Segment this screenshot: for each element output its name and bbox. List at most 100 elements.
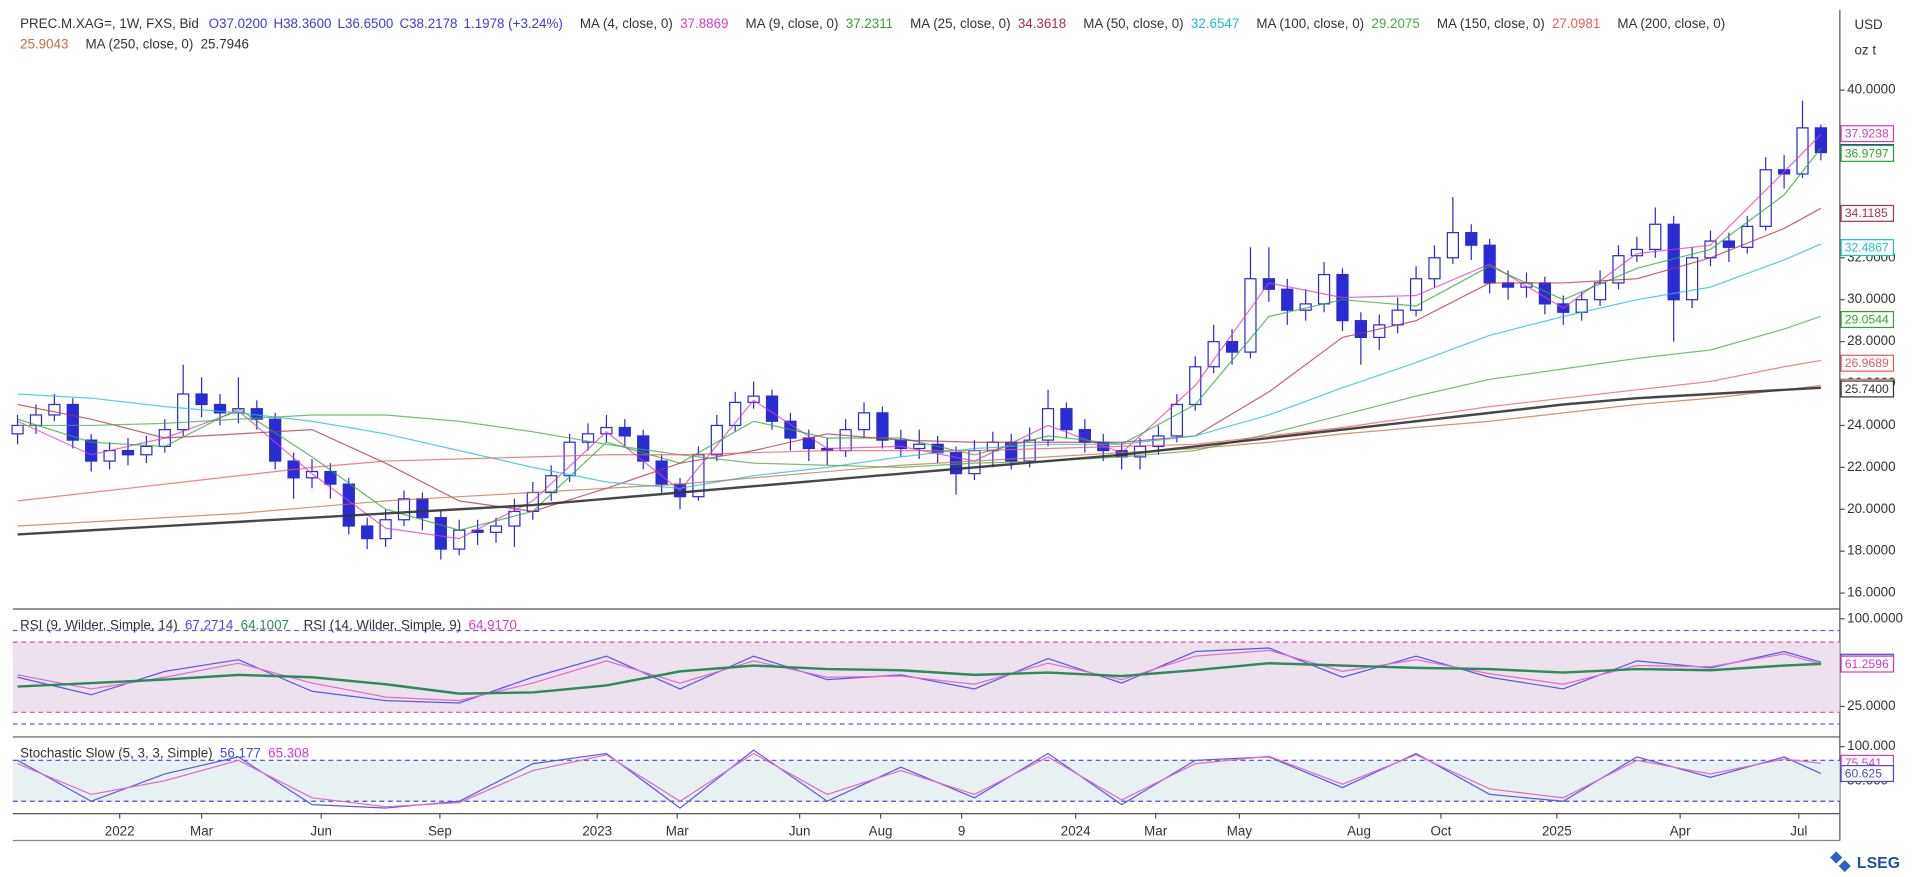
- price-tag-box: [1840, 204, 1895, 222]
- legend-entry: MA (4, close, 0): [580, 16, 673, 31]
- price-tag-label: 36.9797: [1845, 146, 1889, 160]
- indicator-tag-box: [1840, 765, 1895, 783]
- candle-body: [121, 449, 135, 456]
- moving-average-line: [17, 207, 1822, 512]
- candle-body: [1722, 240, 1736, 248]
- candle-body: [1041, 408, 1055, 441]
- candle-body: [949, 452, 963, 475]
- legend-entry: MA (100, close, 0): [1256, 16, 1364, 31]
- candle-body: [361, 525, 374, 540]
- candle-body: [1649, 223, 1662, 251]
- x-tick-label: 9: [958, 823, 965, 838]
- candle-body: [581, 433, 595, 443]
- candle-body: [103, 449, 116, 462]
- candle-body: [177, 393, 190, 431]
- candle-body: [1612, 255, 1625, 284]
- candle-body: [305, 470, 319, 479]
- candle-body: [508, 510, 521, 527]
- candle-body: [857, 412, 871, 431]
- candle-body: [324, 470, 337, 485]
- ohlc-readout: H38.3600: [273, 16, 331, 31]
- x-tick-label: Jun: [789, 823, 811, 838]
- candle-body: [1741, 225, 1754, 248]
- legend-value: 27.0981: [1552, 16, 1600, 31]
- candle-body: [416, 498, 429, 519]
- candle-body: [489, 525, 503, 533]
- candle-body: [913, 443, 926, 450]
- candle-body: [1465, 232, 1478, 246]
- x-tick-label: 2023: [582, 823, 612, 838]
- candle-body: [66, 403, 79, 441]
- indicator-name: RSI (14, Wilder, Simple, 9): [304, 618, 462, 633]
- x-tick-label: 2022: [105, 823, 135, 838]
- candle-body: [655, 460, 668, 485]
- x-tick-label: Mar: [190, 823, 214, 838]
- indicator-line: [17, 647, 1822, 704]
- y-tick-label: 100.0000: [1847, 610, 1903, 625]
- brand-name: LSEG: [1857, 855, 1900, 872]
- candle-body: [1225, 341, 1239, 353]
- price-tag-box: [1840, 310, 1895, 329]
- candle-body: [1354, 320, 1367, 339]
- x-tick-label: Jul: [1790, 823, 1807, 838]
- candle-body: [600, 426, 613, 435]
- moving-average-line: [17, 384, 1821, 527]
- candle-body: [729, 401, 742, 427]
- indicator-line: [17, 649, 1822, 702]
- price-tag-box: [1840, 144, 1895, 162]
- candle-body: [710, 424, 723, 456]
- indicator-value: 64.1007: [241, 618, 289, 633]
- candle-body: [1446, 232, 1460, 259]
- legend-entry: MA (250, close, 0): [86, 37, 194, 52]
- price-tag-box: [1840, 239, 1895, 257]
- moving-average-line: [17, 243, 1822, 489]
- legend-value: 37.2311: [846, 16, 893, 31]
- x-tick-label: Jun: [310, 823, 332, 838]
- y-tick-label: 24.0000: [1847, 417, 1895, 432]
- candle-body: [434, 517, 447, 550]
- candle-body: [1391, 309, 1404, 326]
- y-tick-label: 28.0000: [1847, 333, 1895, 348]
- x-tick-label: Mar: [666, 823, 690, 838]
- candle-body: [1317, 273, 1331, 305]
- candle-body: [1759, 169, 1772, 227]
- moving-average-line: [17, 359, 1822, 502]
- x-tick-label: Mar: [1144, 823, 1168, 838]
- ohlc-readout: O37.0200: [209, 16, 268, 31]
- candle-body: [1373, 324, 1386, 339]
- x-tick-label: 2024: [1061, 823, 1091, 838]
- moving-average-line: [17, 386, 1821, 536]
- x-tick-label: Oct: [1431, 823, 1452, 838]
- candle-body: [1796, 127, 1809, 175]
- price-tag-box: [1840, 354, 1895, 372]
- price-tag-label: 26.9689: [1845, 356, 1889, 370]
- indicator-tag-label: 61.2596: [1845, 657, 1889, 671]
- price-tag-box: [1840, 380, 1895, 398]
- candle-body: [1207, 341, 1220, 368]
- candle-body: [618, 426, 631, 437]
- x-tick-label: May: [1227, 823, 1253, 838]
- price-tag-label: 37.9238: [1845, 126, 1889, 140]
- candle-body: [11, 424, 24, 435]
- x-tick-label: Aug: [869, 823, 893, 838]
- legend-value: 37.8869: [680, 16, 728, 31]
- candle-body: [85, 439, 98, 462]
- candle-body: [1685, 257, 1699, 301]
- indicator-line: [17, 661, 1821, 695]
- y-tick-label: 16.0000: [1847, 585, 1895, 600]
- x-tick-label: 2025: [1542, 823, 1572, 838]
- y-tick-label: 40.0000: [1847, 82, 1895, 97]
- ohlc-readout: C38.2178: [399, 16, 457, 31]
- candle-body: [1428, 257, 1441, 280]
- candle-body: [876, 412, 889, 441]
- candle-body: [1667, 223, 1680, 301]
- price-tag-label: 25.7400: [1845, 382, 1889, 396]
- indicator-line: [17, 752, 1821, 808]
- price-tag-label: 29.0544: [1845, 312, 1889, 326]
- indicator-value: 65.308: [268, 746, 309, 761]
- indicator-tag-label: 60.625: [1845, 766, 1882, 780]
- y-tick-label: 22.0000: [1847, 459, 1895, 474]
- candle-body: [1170, 403, 1183, 437]
- candle-body: [213, 403, 227, 414]
- level-band: [12, 760, 1840, 802]
